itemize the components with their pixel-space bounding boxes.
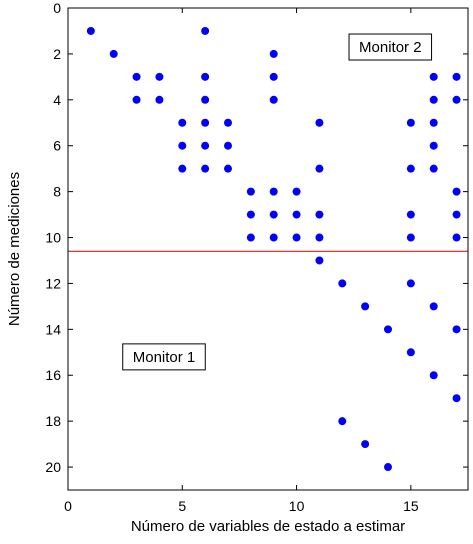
- points-layer: [86, 26, 461, 472]
- x-tick-label: 0: [64, 498, 72, 514]
- data-point: [269, 49, 278, 58]
- data-point: [452, 210, 461, 219]
- data-point: [224, 141, 232, 150]
- data-point: [246, 187, 255, 196]
- data-point: [452, 72, 461, 81]
- axes-layer: [67, 7, 469, 491]
- data-point: [201, 164, 210, 173]
- annotation-frame: [122, 343, 206, 371]
- y-tick-label: 0: [53, 0, 61, 16]
- data-point: [429, 302, 438, 311]
- data-point: [452, 233, 461, 242]
- data-point: [406, 279, 415, 288]
- data-point: [201, 141, 210, 150]
- data-point: [406, 210, 415, 219]
- data-point: [429, 95, 438, 104]
- data-point: [292, 233, 301, 242]
- y-tick-label: 20: [45, 459, 61, 475]
- data-point: [406, 233, 415, 242]
- y-tick-label: 4: [53, 92, 61, 108]
- data-point: [338, 417, 347, 426]
- x-ticks: 0 5 10 15: [64, 8, 419, 514]
- plot-frame: [67, 7, 469, 491]
- annotation-frame: [348, 33, 433, 61]
- data-point: [384, 463, 392, 472]
- data-point: [384, 325, 392, 334]
- y-tick-label: 8: [53, 184, 61, 200]
- data-point: [292, 210, 301, 219]
- data-point: [132, 95, 141, 104]
- data-point: [155, 95, 164, 104]
- data-point: [406, 348, 415, 357]
- annotation-label: Monitor 2: [359, 39, 422, 56]
- y-tick-label: 18: [45, 413, 61, 429]
- data-point: [201, 118, 210, 127]
- data-point: [269, 233, 278, 242]
- data-point: [315, 164, 324, 173]
- data-point: [315, 118, 324, 127]
- data-point: [201, 72, 210, 81]
- annotations: Monitor 2 Monitor 1: [122, 33, 433, 371]
- data-point: [429, 141, 438, 150]
- data-point: [429, 164, 438, 173]
- data-point: [292, 187, 301, 196]
- annotation-box: Monitor 2: [348, 33, 433, 61]
- y-axis-title: Número de mediciones: [6, 172, 23, 326]
- x-tick-label: 15: [403, 498, 419, 514]
- data-point: [269, 187, 278, 196]
- data-point: [361, 440, 370, 449]
- y-tick-label: 16: [45, 367, 61, 383]
- annotation-label: Monitor 1: [133, 349, 196, 366]
- data-point: [224, 164, 232, 173]
- data-point: [201, 26, 210, 35]
- plot-area: [68, 8, 468, 490]
- data-point: [452, 95, 461, 104]
- data-point: [429, 118, 438, 127]
- data-point: [315, 233, 324, 242]
- data-point: [452, 394, 461, 403]
- x-axis-title: Número de variables de estado a estimar: [131, 518, 405, 535]
- data-point: [452, 325, 461, 334]
- y-tick-label: 2: [53, 46, 61, 62]
- data-point: [224, 118, 232, 127]
- data-point: [269, 95, 278, 104]
- data-point: [429, 72, 438, 81]
- y-tick-label: 12: [45, 275, 61, 291]
- data-point: [315, 256, 324, 265]
- data-point: [178, 118, 187, 127]
- data-point: [452, 187, 461, 196]
- y-tick-label: 10: [45, 230, 61, 246]
- x-tick-label: 5: [178, 498, 186, 514]
- data-point: [315, 210, 324, 219]
- annotation-box: Monitor 1: [122, 343, 206, 371]
- data-point: [406, 118, 415, 127]
- data-point: [406, 164, 415, 173]
- data-point: [429, 371, 438, 380]
- data-point: [155, 72, 164, 81]
- data-point: [246, 233, 255, 242]
- data-point: [269, 72, 278, 81]
- data-point: [201, 95, 210, 104]
- y-tick-label: 6: [53, 138, 61, 154]
- data-point: [269, 210, 278, 219]
- data-point: [86, 26, 95, 35]
- x-tick-label: 10: [289, 498, 305, 514]
- data-point: [178, 141, 187, 150]
- y-tick-label: 14: [45, 321, 61, 337]
- data-point: [338, 279, 347, 288]
- data-point: [109, 49, 118, 58]
- data-point: [246, 210, 255, 219]
- data-point: [178, 164, 187, 173]
- y-ticks: 0 2 4 6 8 10 12 14 16 18 20: [45, 0, 468, 475]
- data-point: [132, 72, 141, 81]
- data-point: [361, 302, 370, 311]
